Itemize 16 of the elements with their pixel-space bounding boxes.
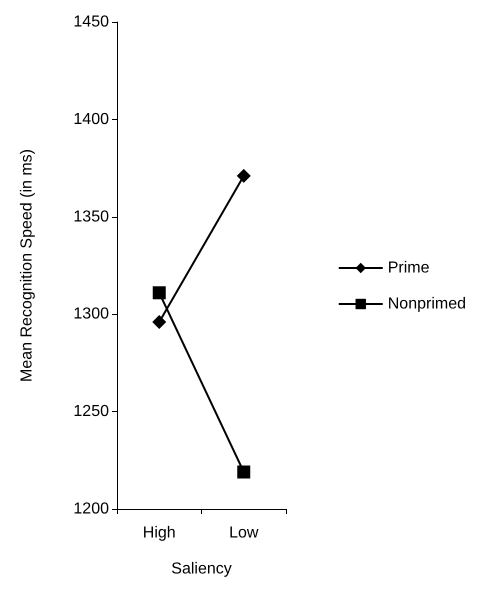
y-tick-label: 1200 <box>73 500 110 518</box>
y-tick-label: 1350 <box>73 208 110 226</box>
legend-label: Nonprimed <box>388 296 466 312</box>
point <box>152 286 166 300</box>
point <box>152 314 166 329</box>
y-tick-label: 1450 <box>73 14 110 30</box>
x-tick-label: High <box>142 524 176 542</box>
legend-label: Prime <box>388 260 430 276</box>
point <box>236 168 251 183</box>
y-tick-label: 1250 <box>73 403 110 420</box>
y-tick-label: 1300 <box>73 306 110 323</box>
y-axis-title: Mean Recognition Speed (in ms) <box>18 148 36 382</box>
x-axis-title: Saliency <box>171 560 232 578</box>
y-tick-label: 1400 <box>73 110 110 128</box>
x-tick-label: Low <box>229 524 259 542</box>
point <box>237 465 250 478</box>
